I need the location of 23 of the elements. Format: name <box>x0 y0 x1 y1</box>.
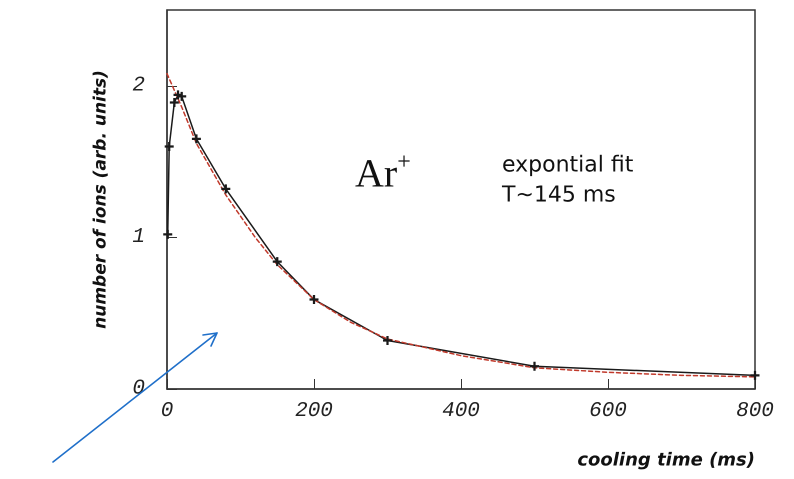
y-tick-label: 1 <box>132 226 145 249</box>
point <box>163 230 172 239</box>
annotation: expontial fit <box>502 152 634 178</box>
point <box>192 134 201 144</box>
point <box>750 370 760 380</box>
point <box>170 98 179 107</box>
x-tick-label: 200 <box>295 400 333 423</box>
y-tick-label: 0 <box>132 378 145 400</box>
x-tick-label: 800 <box>736 400 774 423</box>
y-tick-label: 2 <box>132 74 145 98</box>
x-tick-label: 400 <box>442 400 480 423</box>
point <box>164 142 174 151</box>
point <box>383 336 392 345</box>
point <box>221 184 230 194</box>
point <box>272 257 282 266</box>
point <box>310 295 318 304</box>
annotation: T~145 ms <box>501 182 616 208</box>
y-axis-title: number of ions (arb. units) <box>90 70 110 329</box>
x-axis-title: cooling time (ms) <box>577 450 755 470</box>
point <box>530 362 539 371</box>
x-tick-label: 0 <box>160 400 174 423</box>
annotation: Ar+ <box>355 149 411 196</box>
x-tick-label: 600 <box>589 400 627 423</box>
